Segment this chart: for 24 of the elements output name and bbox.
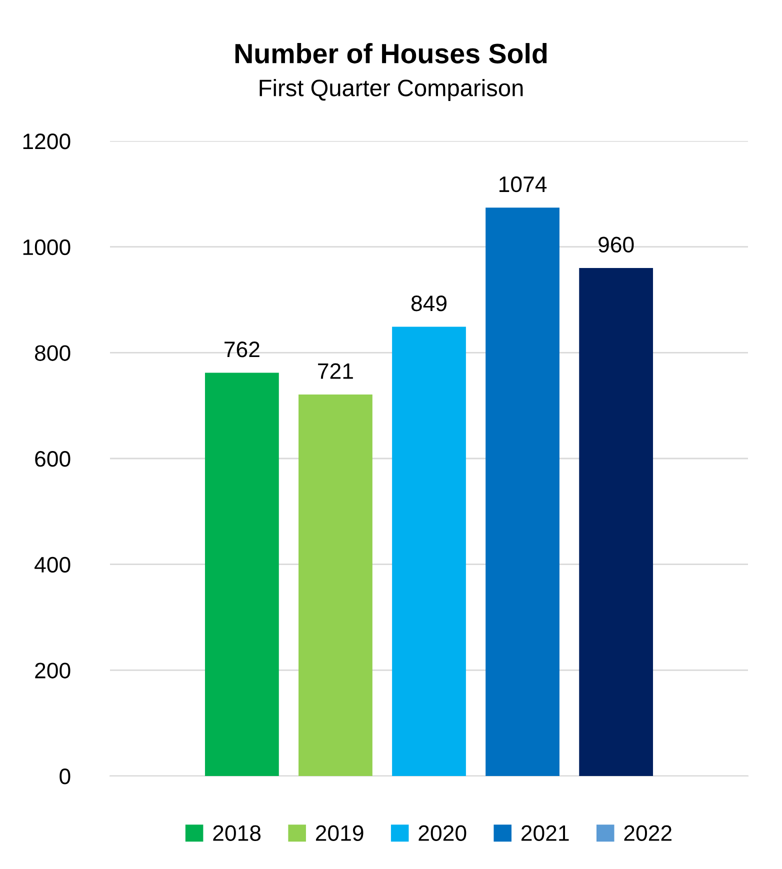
bar	[298, 394, 372, 776]
y-tick-label: 800	[35, 345, 70, 361]
bar	[204, 372, 279, 776]
legend-label: 2021	[522, 825, 569, 842]
y-tick-label: 1000	[23, 239, 70, 256]
chart-title: Number of Houses Sold	[235, 43, 547, 64]
legend-label: 2020	[418, 825, 466, 842]
bar	[486, 208, 560, 776]
y-tick-label: 400	[34, 556, 70, 573]
data-label: 849	[411, 296, 446, 312]
y-tick-label: 600	[35, 451, 70, 467]
y-tick-label: 1200	[23, 134, 70, 150]
data-label: 960	[598, 236, 634, 252]
y-tick-label: 200	[35, 662, 70, 678]
text: 2022	[624, 825, 672, 842]
chart-subtitle: First Quarter Comparison	[260, 78, 523, 102]
data-label: 1074	[500, 176, 547, 192]
bar	[579, 268, 654, 776]
y-tick-label: 0	[60, 768, 70, 784]
legend-label: 2019	[316, 825, 364, 842]
legend-label: 2018	[213, 825, 261, 842]
bar	[392, 326, 466, 776]
data-label: 762	[224, 342, 260, 358]
data-label: 721	[318, 363, 353, 379]
